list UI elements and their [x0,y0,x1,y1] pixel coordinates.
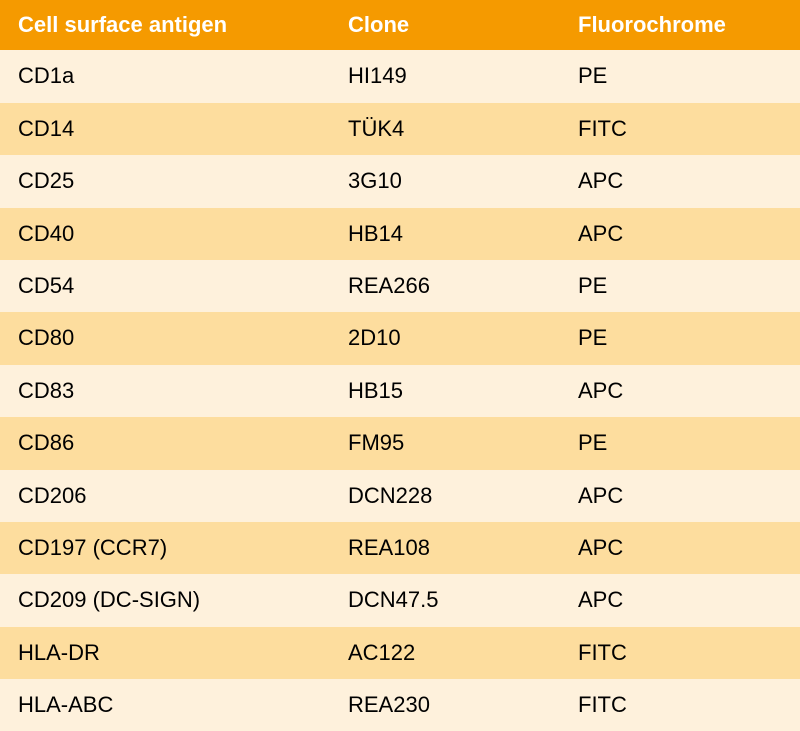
table-cell: PE [560,312,800,364]
table-cell: CD54 [0,260,330,312]
table-row: HLA-ABCREA230FITC [0,679,800,731]
table-row: CD1aHI149PE [0,50,800,102]
table-cell: DCN228 [330,470,560,522]
col-header-fluorochrome: Fluorochrome [560,0,800,50]
table-row: CD802D10PE [0,312,800,364]
table-cell: REA108 [330,522,560,574]
table-cell: CD25 [0,155,330,207]
table-row: CD54REA266PE [0,260,800,312]
table-cell: PE [560,260,800,312]
table-cell: CD86 [0,417,330,469]
table-cell: APC [560,365,800,417]
table-cell: CD209 (DC-SIGN) [0,574,330,626]
table-cell: APC [560,574,800,626]
table-row: CD14TÜK4FITC [0,103,800,155]
table-cell: FITC [560,627,800,679]
table-cell: HLA-ABC [0,679,330,731]
table-cell: CD197 (CCR7) [0,522,330,574]
table-cell: TÜK4 [330,103,560,155]
table-cell: CD83 [0,365,330,417]
table-cell: CD206 [0,470,330,522]
table-row: CD83HB15APC [0,365,800,417]
table-cell: PE [560,417,800,469]
table-cell: CD80 [0,312,330,364]
table-cell: REA266 [330,260,560,312]
table-cell: PE [560,50,800,102]
table-cell: 2D10 [330,312,560,364]
table-cell: AC122 [330,627,560,679]
table-row: HLA-DRAC122FITC [0,627,800,679]
table-cell: 3G10 [330,155,560,207]
table-row: CD86FM95PE [0,417,800,469]
header-row: Cell surface antigen Clone Fluorochrome [0,0,800,50]
table-cell: FITC [560,103,800,155]
table-cell: HB14 [330,208,560,260]
table-cell: CD1a [0,50,330,102]
antigen-table: Cell surface antigen Clone Fluorochrome … [0,0,800,731]
table-cell: APC [560,208,800,260]
table-cell: FM95 [330,417,560,469]
table-cell: APC [560,470,800,522]
table-row: CD206DCN228APC [0,470,800,522]
col-header-clone: Clone [330,0,560,50]
table-cell: REA230 [330,679,560,731]
table-cell: FITC [560,679,800,731]
table-cell: HB15 [330,365,560,417]
table-cell: CD40 [0,208,330,260]
table-cell: APC [560,155,800,207]
table-body: CD1aHI149PECD14TÜK4FITCCD253G10APCCD40HB… [0,50,800,731]
table-cell: CD14 [0,103,330,155]
table-header: Cell surface antigen Clone Fluorochrome [0,0,800,50]
table-row: CD197 (CCR7)REA108APC [0,522,800,574]
table-row: CD40HB14APC [0,208,800,260]
table-cell: HLA-DR [0,627,330,679]
col-header-antigen: Cell surface antigen [0,0,330,50]
table-cell: DCN47.5 [330,574,560,626]
table-cell: HI149 [330,50,560,102]
table-cell: APC [560,522,800,574]
table-row: CD253G10APC [0,155,800,207]
table-row: CD209 (DC-SIGN)DCN47.5APC [0,574,800,626]
